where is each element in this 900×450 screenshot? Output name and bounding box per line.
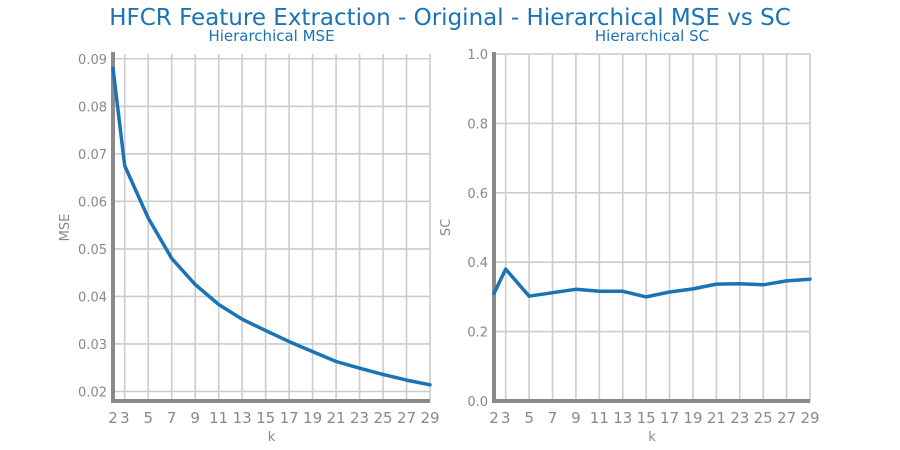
- chart-1-xtick-label: 15: [637, 409, 656, 427]
- chart-0-ylabel: MSE: [58, 214, 73, 242]
- chart-1-title: Hierarchical SC: [595, 27, 709, 45]
- chart-1-ytick-label: 0.2: [467, 326, 488, 341]
- chart-0-xtick-label: 23: [350, 409, 369, 427]
- chart-0-ytick-label: 0.06: [78, 195, 107, 210]
- chart-1-ytick-label: 1.0: [467, 48, 488, 63]
- chart-0-xtick-label: 25: [373, 409, 392, 427]
- chart-1-xtick-label: 11: [590, 409, 609, 427]
- chart-0-xtick-label: 9: [190, 409, 200, 427]
- main-title: HFCR Feature Extraction - Original - Hie…: [109, 5, 791, 31]
- chart-panel-mse: 0.020.030.040.050.060.070.080.092 3 5 7 9 11 1…: [58, 27, 440, 445]
- chart-1-ytick-label: 0.0: [467, 395, 488, 410]
- chart-1-xtick-label: 27: [777, 409, 796, 427]
- chart-1-ytick-label: 0.8: [467, 117, 488, 132]
- chart-0-ytick-label: 0.02: [78, 385, 107, 400]
- chart-0-ytick-label: 0.08: [78, 100, 107, 115]
- chart-1-ytick-label: 0.4: [467, 256, 488, 271]
- chart-0-ytick-label: 0.04: [78, 290, 107, 305]
- chart-0-ytick-label: 0.09: [78, 53, 107, 68]
- chart-0-xlabel: k: [268, 430, 276, 445]
- chart-0-xtick-label: 2: [108, 409, 118, 427]
- chart-0-xtick-label: 11: [209, 409, 228, 427]
- chart-1-xlabel: k: [648, 430, 656, 445]
- chart-1-xtick-label: 29: [800, 409, 819, 427]
- chart-0-xtick-label: 7: [167, 409, 177, 427]
- chart-1-xtick-label: 21: [707, 409, 726, 427]
- chart-0-title: Hierarchical MSE: [208, 27, 334, 45]
- chart-0-xtick-label: 21: [327, 409, 346, 427]
- chart-1-ylabel: SC: [439, 219, 454, 236]
- chart-1-xtick-label: 9: [571, 409, 581, 427]
- chart-1-xtick-label: 19: [683, 409, 702, 427]
- chart-0-xtick-label: 5: [143, 409, 153, 427]
- chart-0-xtick-label: 15: [256, 409, 275, 427]
- chart-1-xtick-label: 17: [660, 409, 679, 427]
- chart-0-series-line-0: [111, 66, 432, 387]
- chart-0-xtick-label: 27: [397, 409, 416, 427]
- chart-1-series-line-0: [492, 267, 812, 299]
- chart-0-xtick-label: 13: [233, 409, 252, 427]
- chart-0-xtick-label: 29: [420, 409, 439, 427]
- chart-0-xtick-label: 19: [303, 409, 322, 427]
- chart-1-xtick-label: 2: [489, 409, 499, 427]
- chart-0-xtick-label: 3: [120, 409, 130, 427]
- chart-1-xtick-label: 13: [613, 409, 632, 427]
- chart-0-ytick-label: 0.05: [78, 243, 107, 258]
- chart-0-ytick-label: 0.03: [78, 338, 107, 353]
- chart-1-ytick-label: 0.6: [467, 187, 488, 202]
- chart-0-ytick-label: 0.07: [78, 148, 107, 163]
- chart-1-xtick-label: 5: [524, 409, 534, 427]
- chart-1-xtick-label: 3: [501, 409, 511, 427]
- chart-1-xtick-label: 7: [548, 409, 558, 427]
- chart-panel-sc: 0.00.20.40.60.81.02 3 5 7 9 11 13 15 17 19 21 23 25 2…: [439, 27, 820, 445]
- chart-1-xtick-label: 25: [754, 409, 773, 427]
- chart-1-xtick-label: 23: [730, 409, 749, 427]
- chart-0-xtick-label: 17: [280, 409, 299, 427]
